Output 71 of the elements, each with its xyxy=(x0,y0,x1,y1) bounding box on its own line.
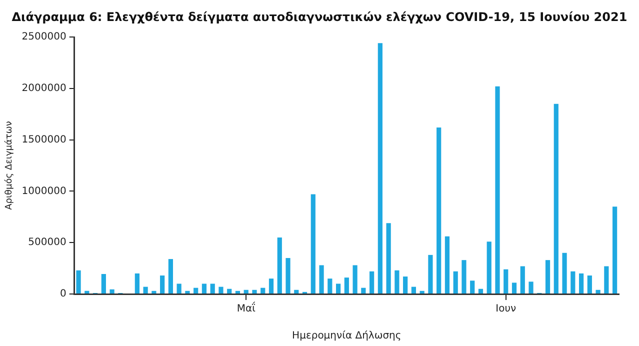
y-tick-label: 1000000 xyxy=(22,186,66,197)
bar xyxy=(520,266,525,294)
bar xyxy=(436,127,442,294)
bar xyxy=(244,290,248,294)
x-tick-label: Ιουν xyxy=(496,304,517,315)
bar xyxy=(277,237,282,294)
bar xyxy=(310,194,316,294)
bar xyxy=(478,288,484,294)
x-tick-label: Μαΐ xyxy=(236,302,256,315)
bar xyxy=(361,288,366,294)
x-axis-title: Ημερομηνία Δήλωσης xyxy=(292,330,402,342)
bar xyxy=(528,282,534,294)
y-tick-label: 2000000 xyxy=(22,82,66,94)
bar xyxy=(319,265,324,294)
y-tick-label: 0 xyxy=(60,288,66,300)
bar xyxy=(160,275,165,294)
bar xyxy=(570,271,576,294)
bar xyxy=(210,284,215,294)
bar xyxy=(495,86,500,294)
bar xyxy=(604,266,609,294)
bar xyxy=(134,273,140,294)
bar xyxy=(101,274,106,294)
bar xyxy=(194,288,198,294)
bar xyxy=(596,290,600,294)
bar xyxy=(294,290,299,294)
bar xyxy=(235,290,240,294)
bar xyxy=(176,284,182,294)
bar xyxy=(286,258,290,294)
bar xyxy=(486,242,492,294)
bar xyxy=(562,252,567,294)
bar xyxy=(252,290,257,294)
bar xyxy=(462,260,466,294)
bar xyxy=(504,269,508,294)
bar xyxy=(260,288,266,294)
bar xyxy=(512,282,517,294)
y-tick-label: 2500000 xyxy=(22,32,66,43)
bar xyxy=(444,236,450,294)
bar xyxy=(578,273,584,294)
bar xyxy=(352,265,358,294)
bar xyxy=(328,278,332,294)
y-tick-label: 1500000 xyxy=(22,134,66,146)
bar xyxy=(453,271,458,294)
bar xyxy=(554,104,558,294)
bar xyxy=(587,275,592,294)
bar xyxy=(84,290,90,294)
bar xyxy=(143,286,148,294)
bar xyxy=(168,259,174,294)
bar xyxy=(152,290,156,294)
bar xyxy=(268,278,274,294)
bar xyxy=(386,223,391,294)
y-axis-title: Αριθμός Δειγμάτων xyxy=(4,121,15,210)
bar xyxy=(227,288,232,294)
bar xyxy=(185,290,190,294)
bar xyxy=(612,206,618,294)
bar xyxy=(545,260,550,294)
bar xyxy=(344,278,349,294)
chart-title: Διάγραμμα 6: Ελεγχθέντα δείγματα αυτοδιαγνωστικών ελέγχων COVID-19, 15 Ιουνίου 2021 xyxy=(10,10,628,24)
bar xyxy=(411,286,416,294)
bar xyxy=(378,43,382,294)
bar xyxy=(202,284,207,294)
bar xyxy=(218,286,224,294)
bar xyxy=(110,289,114,294)
y-tick-label: 500000 xyxy=(28,237,66,248)
bar xyxy=(403,276,408,294)
bar xyxy=(420,290,424,294)
bar xyxy=(76,270,81,294)
bar xyxy=(394,270,400,294)
bar xyxy=(470,280,475,294)
bar xyxy=(336,284,341,294)
bar xyxy=(428,254,433,294)
bar xyxy=(370,271,374,294)
